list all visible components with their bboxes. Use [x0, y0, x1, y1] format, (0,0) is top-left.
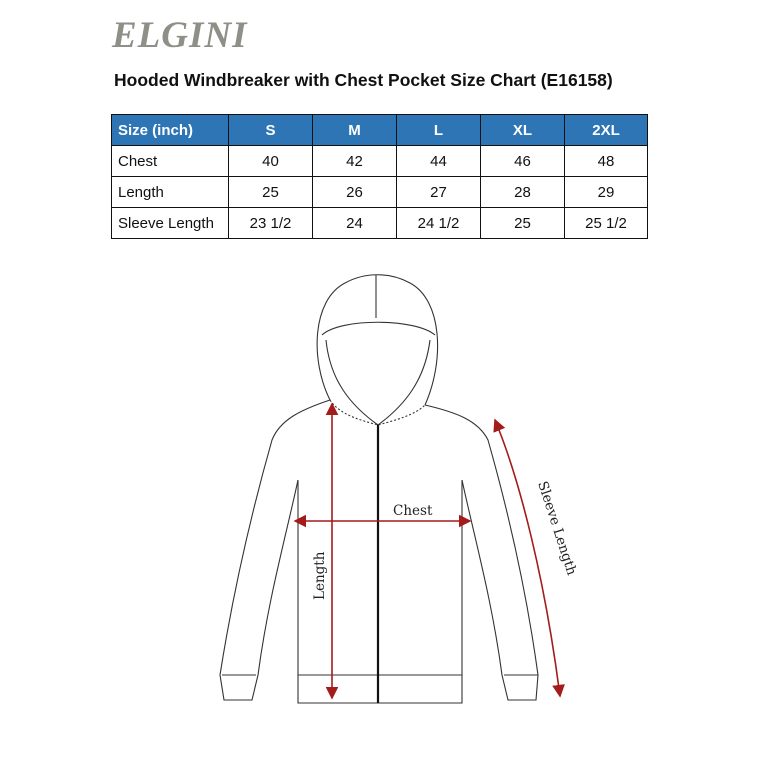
- table-row: Length 25 26 27 28 29: [111, 176, 648, 208]
- table-cell: 26: [312, 176, 397, 208]
- table-cell: 48: [564, 145, 648, 177]
- row-label: Chest: [111, 145, 229, 177]
- table-cell: 29: [564, 176, 648, 208]
- table-header: M: [312, 114, 397, 146]
- table-header: Size (inch): [111, 114, 229, 146]
- table-cell: 28: [480, 176, 565, 208]
- length-label: Length: [312, 551, 328, 600]
- table-header: XL: [480, 114, 565, 146]
- size-table: Size (inch) S M L XL 2XL Chest 40 42 44 …: [111, 114, 648, 239]
- sleeve-length-label: Sleeve Length: [534, 479, 580, 577]
- page-title: Hooded Windbreaker with Chest Pocket Siz…: [114, 70, 613, 90]
- brand-logo: ELGINI: [112, 15, 248, 56]
- table-header: 2XL: [564, 114, 648, 146]
- table-cell: 23 1/2: [228, 207, 313, 239]
- table-cell: 25: [228, 176, 313, 208]
- table-cell: 46: [480, 145, 565, 177]
- table-cell: 24 1/2: [396, 207, 481, 239]
- table-cell: 25 1/2: [564, 207, 648, 239]
- table-row: Chest 40 42 44 46 48: [111, 145, 648, 177]
- table-cell: 42: [312, 145, 397, 177]
- row-label: Sleeve Length: [111, 207, 229, 239]
- table-row: Sleeve Length 23 1/2 24 24 1/2 25 25 1/2: [111, 207, 648, 239]
- table-header-row: Size (inch) S M L XL 2XL: [111, 114, 648, 146]
- row-label: Length: [111, 176, 229, 208]
- table-cell: 24: [312, 207, 397, 239]
- table-header: L: [396, 114, 481, 146]
- table-cell: 40: [228, 145, 313, 177]
- hoodie-outline: [219, 274, 539, 704]
- chest-label: Chest: [393, 503, 433, 519]
- sleeve-length-arrow: [493, 418, 565, 698]
